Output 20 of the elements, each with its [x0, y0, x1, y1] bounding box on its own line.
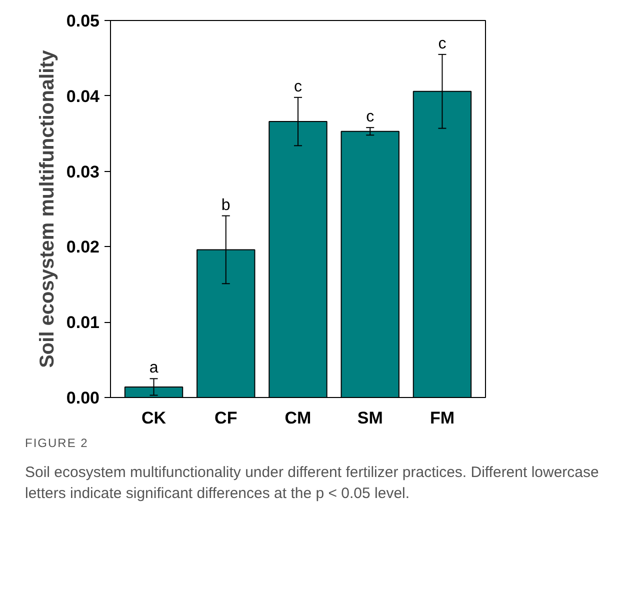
y-tick-label: 0.04	[66, 86, 100, 106]
y-tick-label: 0.02	[66, 238, 100, 257]
y-tick-label: 0.03	[66, 162, 100, 182]
annotation: c	[294, 78, 302, 96]
bar	[340, 130, 400, 398]
annotation: a	[149, 360, 158, 377]
x-tick-label: CK	[141, 408, 167, 428]
x-tick-label: CF	[214, 408, 238, 428]
y-tick-label: 0.00	[66, 388, 100, 408]
text: Soil ecosystem multifunctionality under different fertilizer practices. Different lowercase letters indicate significant differences at the p < 0.05 level.	[25, 463, 600, 504]
y-tick-label: 0.05	[66, 12, 100, 30]
x-tick-label: SM	[357, 408, 383, 428]
annotation: c	[438, 35, 446, 52]
annotation: b	[221, 196, 230, 214]
caption: FIGURE 2	[25, 435, 88, 452]
x-tick-label: FM	[430, 408, 455, 428]
annotation: c	[366, 108, 374, 126]
x-tick-label: CM	[284, 408, 312, 428]
y-tick-label: 0.01	[66, 313, 100, 332]
y-axis-title: Soil ecosystem multifunctionality	[36, 49, 58, 368]
